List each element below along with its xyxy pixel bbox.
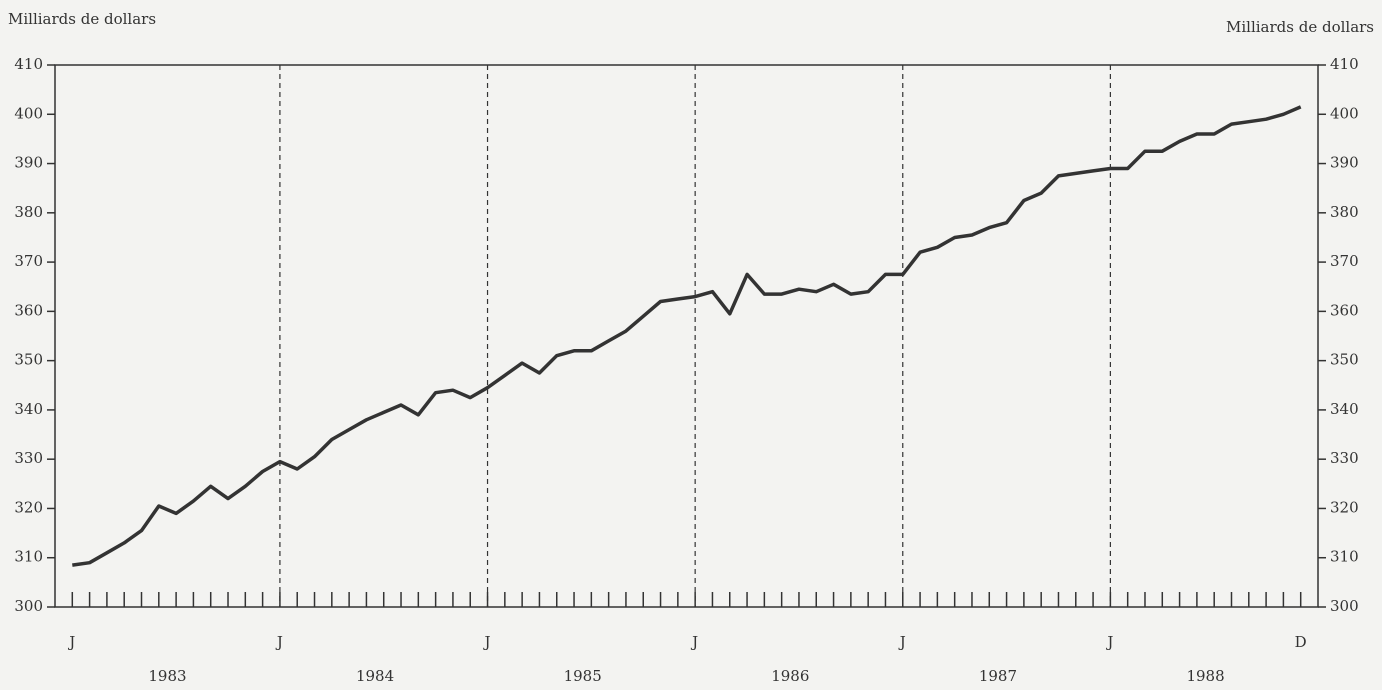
y2-tick-label: 300 <box>1330 597 1359 615</box>
y-tick-label: 400 <box>14 104 43 122</box>
year-label: 1988 <box>1186 667 1224 685</box>
y-tick-label: 390 <box>14 154 43 172</box>
y2-tick-label: 390 <box>1330 154 1359 172</box>
y-tick-label: 380 <box>14 203 43 221</box>
y2-tick-label: 320 <box>1330 498 1359 516</box>
y2-tick-label: 310 <box>1330 548 1359 566</box>
plot-frame <box>54 64 1319 608</box>
data-line <box>72 105 1302 567</box>
y2-tick-label: 410 <box>1330 55 1359 73</box>
y-tick-label: 340 <box>14 400 43 418</box>
x-tick-label: J <box>483 633 491 651</box>
y2-tick-label: 340 <box>1330 400 1359 418</box>
y-tick-label: 320 <box>14 498 43 516</box>
y2-tick-label: 350 <box>1330 351 1359 369</box>
y-tick-label: 360 <box>14 301 43 319</box>
x-tick-label: J <box>690 633 698 651</box>
year-label: 1986 <box>771 667 809 685</box>
y-tick-label: 350 <box>14 351 43 369</box>
y-tick-label: 300 <box>14 597 43 615</box>
y2-tick-label: 330 <box>1330 449 1359 467</box>
y2-tick-label: 400 <box>1330 104 1359 122</box>
year-label: 1985 <box>564 667 602 685</box>
y-tick-label: 330 <box>14 449 43 467</box>
year-label: 1984 <box>356 667 394 685</box>
x-tick-label: J <box>275 633 283 651</box>
y2-axis-label: Milliards de dollars <box>1226 18 1374 36</box>
y2-tick-label: 380 <box>1330 203 1359 221</box>
y2-tick-label: 360 <box>1330 301 1359 319</box>
y2-tick-label: 370 <box>1330 252 1359 270</box>
x-tick-label: J <box>1105 633 1113 651</box>
year-label: 1983 <box>148 667 186 685</box>
x-tick-label: J <box>67 633 75 651</box>
y-axis-label: Milliards de dollars <box>8 10 156 28</box>
y-tick-label: 410 <box>14 55 43 73</box>
x-tick-label: J <box>898 633 906 651</box>
y-tick-label: 310 <box>14 548 43 566</box>
y-tick-label: 370 <box>14 252 43 270</box>
x-tick-label: D <box>1295 633 1307 651</box>
year-label: 1987 <box>979 667 1017 685</box>
